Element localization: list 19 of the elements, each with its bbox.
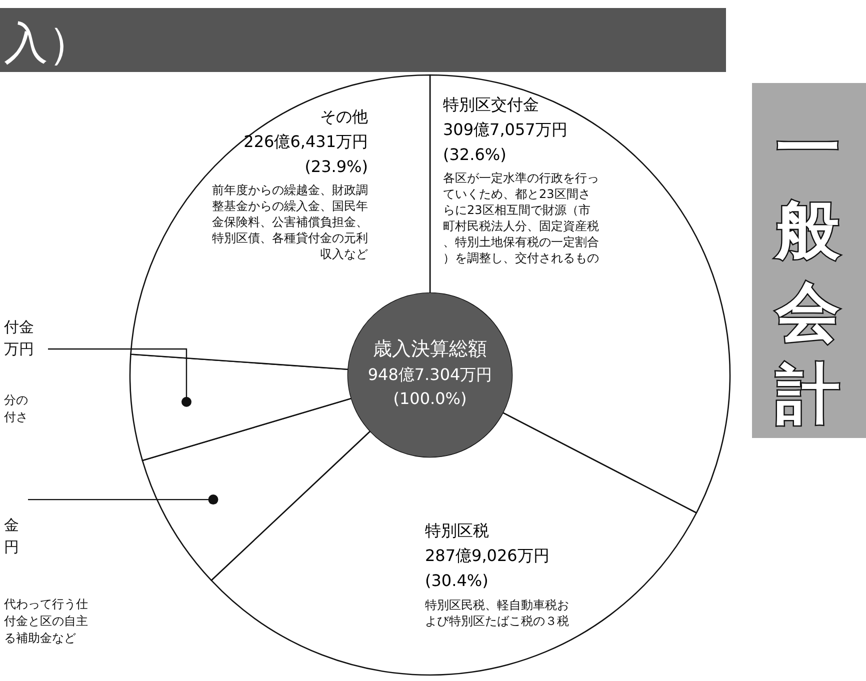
slice-label: 特別区交付金 [443,95,539,114]
text: 特別区民税、軽自動車税および特別区たばこ税の３税 [425,598,569,628]
text: 前年度からの繰越金、財政調整基金からの繰入金、国民年金保険料、公害補償負担金、特別区債、各種貸付金の元利収入など [212,183,368,261]
text: 代わって行う仕付金と区の自主る補助金など [3,597,88,645]
chart-title: 入） [4,18,92,69]
text: 金円 [4,516,19,556]
center-disc: 歳入決算総額 948億7.304万円 (100.0%) [348,293,512,457]
text: 分の付さ [3,393,28,424]
data-label: (30.4%) [425,571,488,590]
text: 一般会計 [774,112,841,432]
data-label: (32.6%) [443,145,506,164]
text: 287億9,026万円 [425,546,550,565]
text: 各区が一定水準の行政を行っていくため、都と23区間さらに23区相互間で財源（市町村民税法人分、固定資産税、特別土地保有税の一定割合）を調整し、交付されるもの [443,171,599,265]
text: 付金万円 [3,318,34,358]
text: 226億6,431万円 [244,132,368,151]
data-label: (23.9%) [304,157,368,176]
text: 309億7,057万円 [443,120,568,139]
slice-label: 特別区税 [425,521,489,540]
slice-label: その他 [320,107,368,126]
